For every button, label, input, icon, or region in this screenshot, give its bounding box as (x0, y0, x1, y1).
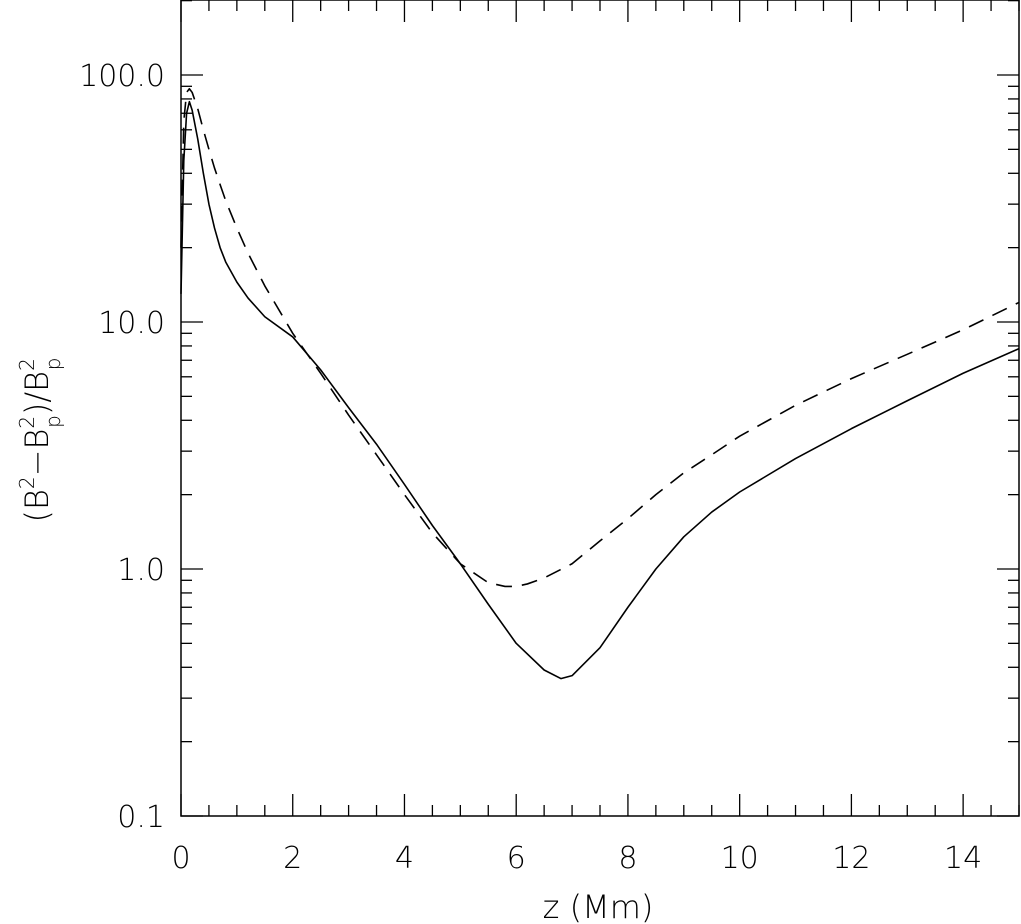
series-line-1-solid (180, 100, 1020, 680)
series-layer (180, 87, 1020, 680)
y-tick-label: 0.1 (117, 800, 165, 835)
x-tick-label: 8 (618, 841, 637, 876)
y-tick-label: 100.0 (79, 59, 165, 94)
x-axis-ticks: 0 2 4 6 8 10 12 14 (171, 0, 1020, 876)
x-tick-label: 0 (171, 841, 190, 876)
y-axis-title-mid: )/B (18, 371, 56, 415)
y-axis-ticks: 0.1 1.0 10.0 100.0 (79, 0, 1019, 835)
x-tick-label: 4 (395, 841, 414, 876)
y-axis-title-sub3: p (41, 357, 65, 370)
y-tick-label: 1.0 (117, 553, 165, 588)
x-tick-label: 10 (721, 841, 759, 876)
y-tick-label: 10.0 (98, 306, 165, 341)
x-tick-label: 14 (944, 841, 982, 876)
y-axis-title-sup3: 2 (15, 358, 39, 371)
x-axis-title: z (Mm) (543, 888, 654, 924)
x-tick-label: 12 (832, 841, 870, 876)
x-tick-label: 6 (507, 841, 526, 876)
y-axis-title: (B2−B2 p)/B2 p (15, 357, 65, 522)
x-tick-label: 2 (283, 841, 302, 876)
y-axis-title-sup1: 2 (15, 476, 39, 489)
y-axis-title-minus: −B (18, 429, 56, 477)
y-axis-title-prefix: (B (18, 489, 56, 522)
y-axis-title-sub2: p (41, 415, 65, 428)
y-axis-title-sup2: 2 (15, 416, 39, 429)
series-line-2-dashed (180, 87, 1020, 588)
